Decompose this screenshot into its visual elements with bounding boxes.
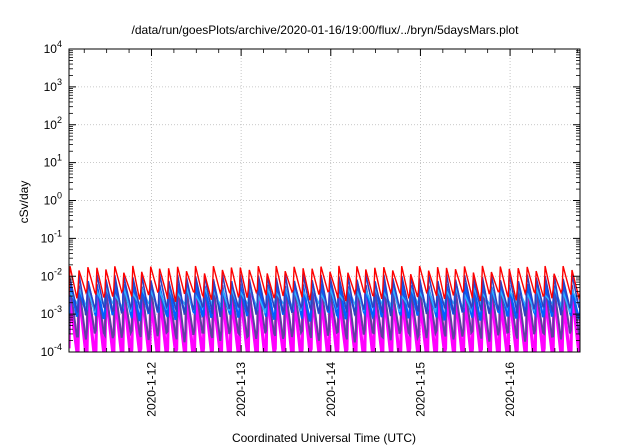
y-axis-label: cSv/day [17,181,31,224]
chart-title: /data/run/goesPlots/archive/2020-01-16/1… [132,23,520,37]
series-layer [69,265,580,352]
y-tick-label: 102 [44,115,62,132]
y-tick-label: 101 [44,153,62,170]
x-tick-label: 2020-1-12 [144,362,158,417]
x-tick-label: 2020-1-13 [234,362,248,417]
x-tick-label: 2020-1-16 [503,362,517,417]
y-tick-labels: 10-4 10-3 10-2 10-1 100 101 102 103 104 [41,39,62,359]
y-tick-label: 104 [44,39,62,56]
axis-ticks [69,48,580,353]
y-tick-label: 10-2 [41,266,62,283]
x-tick-labels: 2020-1-12 2020-1-13 2020-1-14 2020-1-15 2020… [144,362,517,417]
series-line [69,265,580,302]
x-tick-label: 2020-1-15 [413,362,427,417]
x-axis-label: Coordinated Universal Time (UTC) [232,431,416,445]
y-tick-label: 10-1 [41,228,62,245]
y-tick-label: 10-4 [41,342,62,359]
y-tick-label: 100 [44,191,62,208]
y-tick-label: 10-3 [41,304,62,321]
y-tick-label: 103 [44,77,62,94]
x-tick-label: 2020-1-14 [324,362,338,417]
